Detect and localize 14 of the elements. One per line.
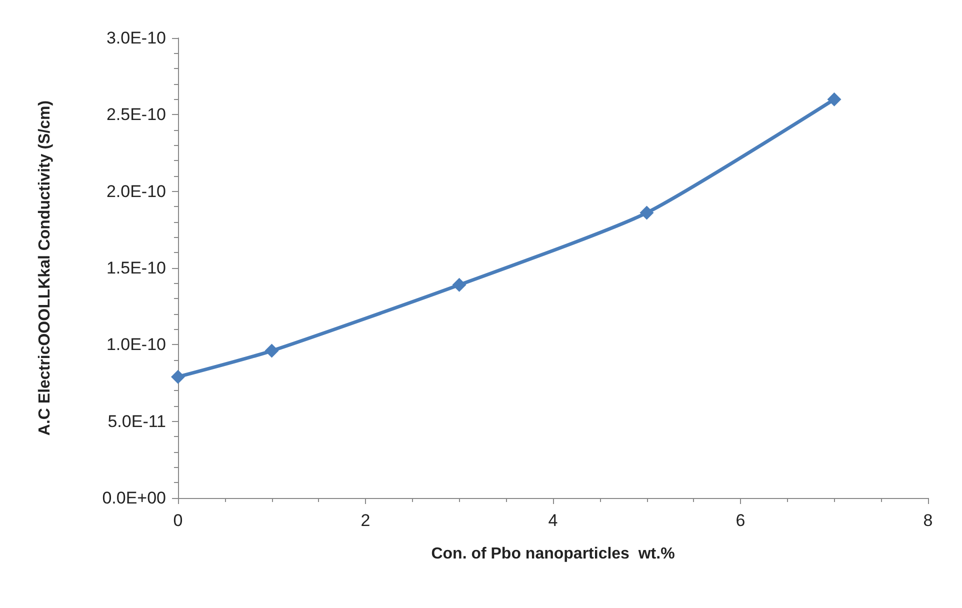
- y-tick-label: 2.5E-10: [106, 105, 166, 124]
- x-tick-label: 8: [923, 511, 933, 530]
- x-axis-title: Con. of Pbo nanoparticles wt.%: [431, 546, 675, 562]
- y-tick-label: 1.0E-10: [106, 335, 166, 354]
- y-tick-label: 1.5E-10: [106, 258, 166, 278]
- y-tick-label: 3.0E-10: [106, 28, 166, 48]
- x-tick-label: 0: [173, 511, 183, 530]
- y-tick-label: 2.0E-10: [106, 182, 166, 201]
- y-tick-label: 0.0E+00: [102, 488, 166, 508]
- y-tick-label: 5.0E-11: [108, 412, 166, 431]
- x-tick-label: 2: [360, 511, 370, 530]
- x-tick-label: 6: [736, 511, 746, 530]
- x-tick-label: 4: [548, 511, 558, 530]
- y-axis-title: A.C ElectricOOOLLKkal Conductivity (S/cm): [36, 100, 54, 436]
